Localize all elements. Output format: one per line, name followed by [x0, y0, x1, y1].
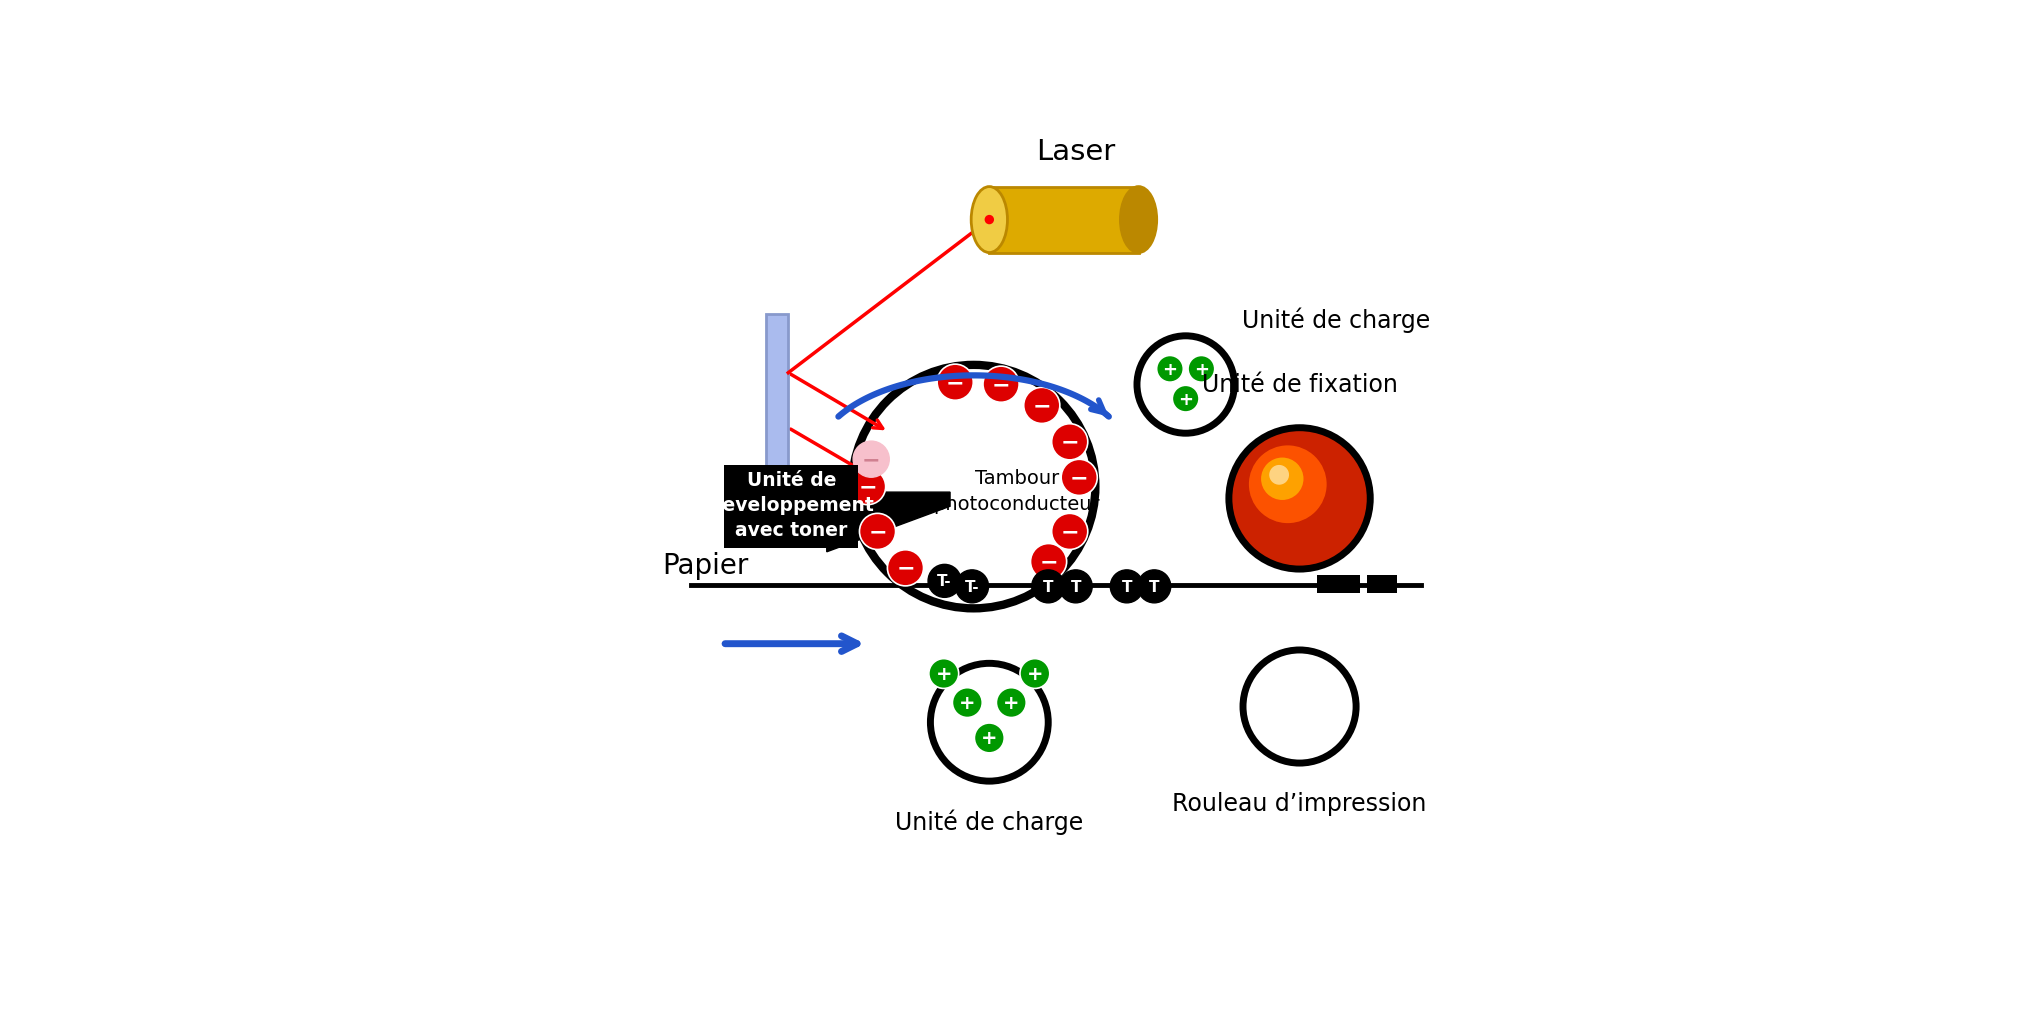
Circle shape	[1060, 571, 1092, 603]
Text: Tambour
photoconducteur: Tambour photoconducteur	[934, 469, 1100, 514]
Circle shape	[859, 514, 895, 550]
Circle shape	[1031, 571, 1064, 603]
FancyBboxPatch shape	[725, 465, 859, 548]
Ellipse shape	[1121, 187, 1157, 254]
Polygon shape	[826, 492, 950, 552]
Text: T: T	[1149, 579, 1159, 594]
Circle shape	[1157, 356, 1183, 383]
Text: +: +	[1003, 693, 1019, 712]
Text: −: −	[859, 477, 877, 497]
Circle shape	[853, 366, 1096, 608]
Text: Laser: Laser	[1035, 138, 1114, 165]
Text: +: +	[980, 729, 997, 748]
Text: −: −	[1060, 522, 1080, 542]
Circle shape	[974, 723, 1005, 753]
Circle shape	[930, 663, 1047, 782]
Text: −: −	[946, 373, 964, 392]
Text: T-: T-	[964, 579, 978, 594]
Text: Papier: Papier	[662, 551, 749, 579]
Text: +: +	[1194, 361, 1210, 378]
Circle shape	[1019, 659, 1050, 689]
Circle shape	[1137, 336, 1234, 434]
Circle shape	[1023, 388, 1060, 424]
Text: Unité de fixation: Unité de fixation	[1202, 373, 1397, 396]
Text: Unité de charge: Unité de charge	[1242, 307, 1431, 332]
Text: +: +	[958, 693, 976, 712]
Circle shape	[997, 688, 1027, 717]
Text: +: +	[936, 664, 952, 684]
Circle shape	[1269, 466, 1289, 485]
Circle shape	[928, 565, 960, 598]
Circle shape	[1228, 428, 1370, 570]
Text: T: T	[1043, 579, 1054, 594]
Text: T: T	[1070, 579, 1080, 594]
Circle shape	[887, 550, 924, 586]
Text: −: −	[863, 449, 881, 470]
Text: Unité de charge: Unité de charge	[895, 809, 1084, 835]
Circle shape	[930, 659, 958, 689]
Circle shape	[938, 365, 972, 400]
Text: T-: T-	[938, 574, 952, 589]
Text: T: T	[1121, 579, 1133, 594]
Text: −: −	[1033, 396, 1052, 416]
Text: +: +	[1177, 390, 1194, 409]
Circle shape	[1062, 460, 1098, 496]
Circle shape	[849, 469, 885, 505]
Ellipse shape	[970, 187, 1007, 254]
Circle shape	[1110, 571, 1143, 603]
Circle shape	[1261, 459, 1303, 500]
Text: Unité de
developpement
avec toner: Unité de developpement avec toner	[708, 471, 873, 540]
Circle shape	[1031, 544, 1066, 580]
Circle shape	[1137, 571, 1171, 603]
Circle shape	[1188, 356, 1214, 383]
Circle shape	[853, 441, 889, 478]
Bar	[765, 315, 788, 511]
Circle shape	[1052, 514, 1088, 550]
Text: Rouleau d’impression: Rouleau d’impression	[1173, 791, 1427, 815]
Bar	[1317, 576, 1360, 593]
Text: −: −	[895, 558, 916, 578]
Bar	[989, 187, 1139, 254]
Text: +: +	[1027, 664, 1043, 684]
Circle shape	[983, 367, 1019, 403]
Circle shape	[952, 688, 983, 717]
Circle shape	[1171, 386, 1200, 413]
Circle shape	[1242, 650, 1356, 763]
Circle shape	[1052, 424, 1088, 461]
Circle shape	[956, 571, 989, 603]
Text: −: −	[869, 522, 887, 542]
Circle shape	[985, 216, 995, 225]
Bar	[1366, 576, 1397, 593]
Text: −: −	[993, 375, 1011, 394]
Text: −: −	[1070, 468, 1088, 488]
Circle shape	[1248, 446, 1328, 524]
Text: +: +	[1163, 361, 1177, 378]
Text: −: −	[1060, 432, 1080, 452]
Text: −: −	[1039, 552, 1058, 572]
